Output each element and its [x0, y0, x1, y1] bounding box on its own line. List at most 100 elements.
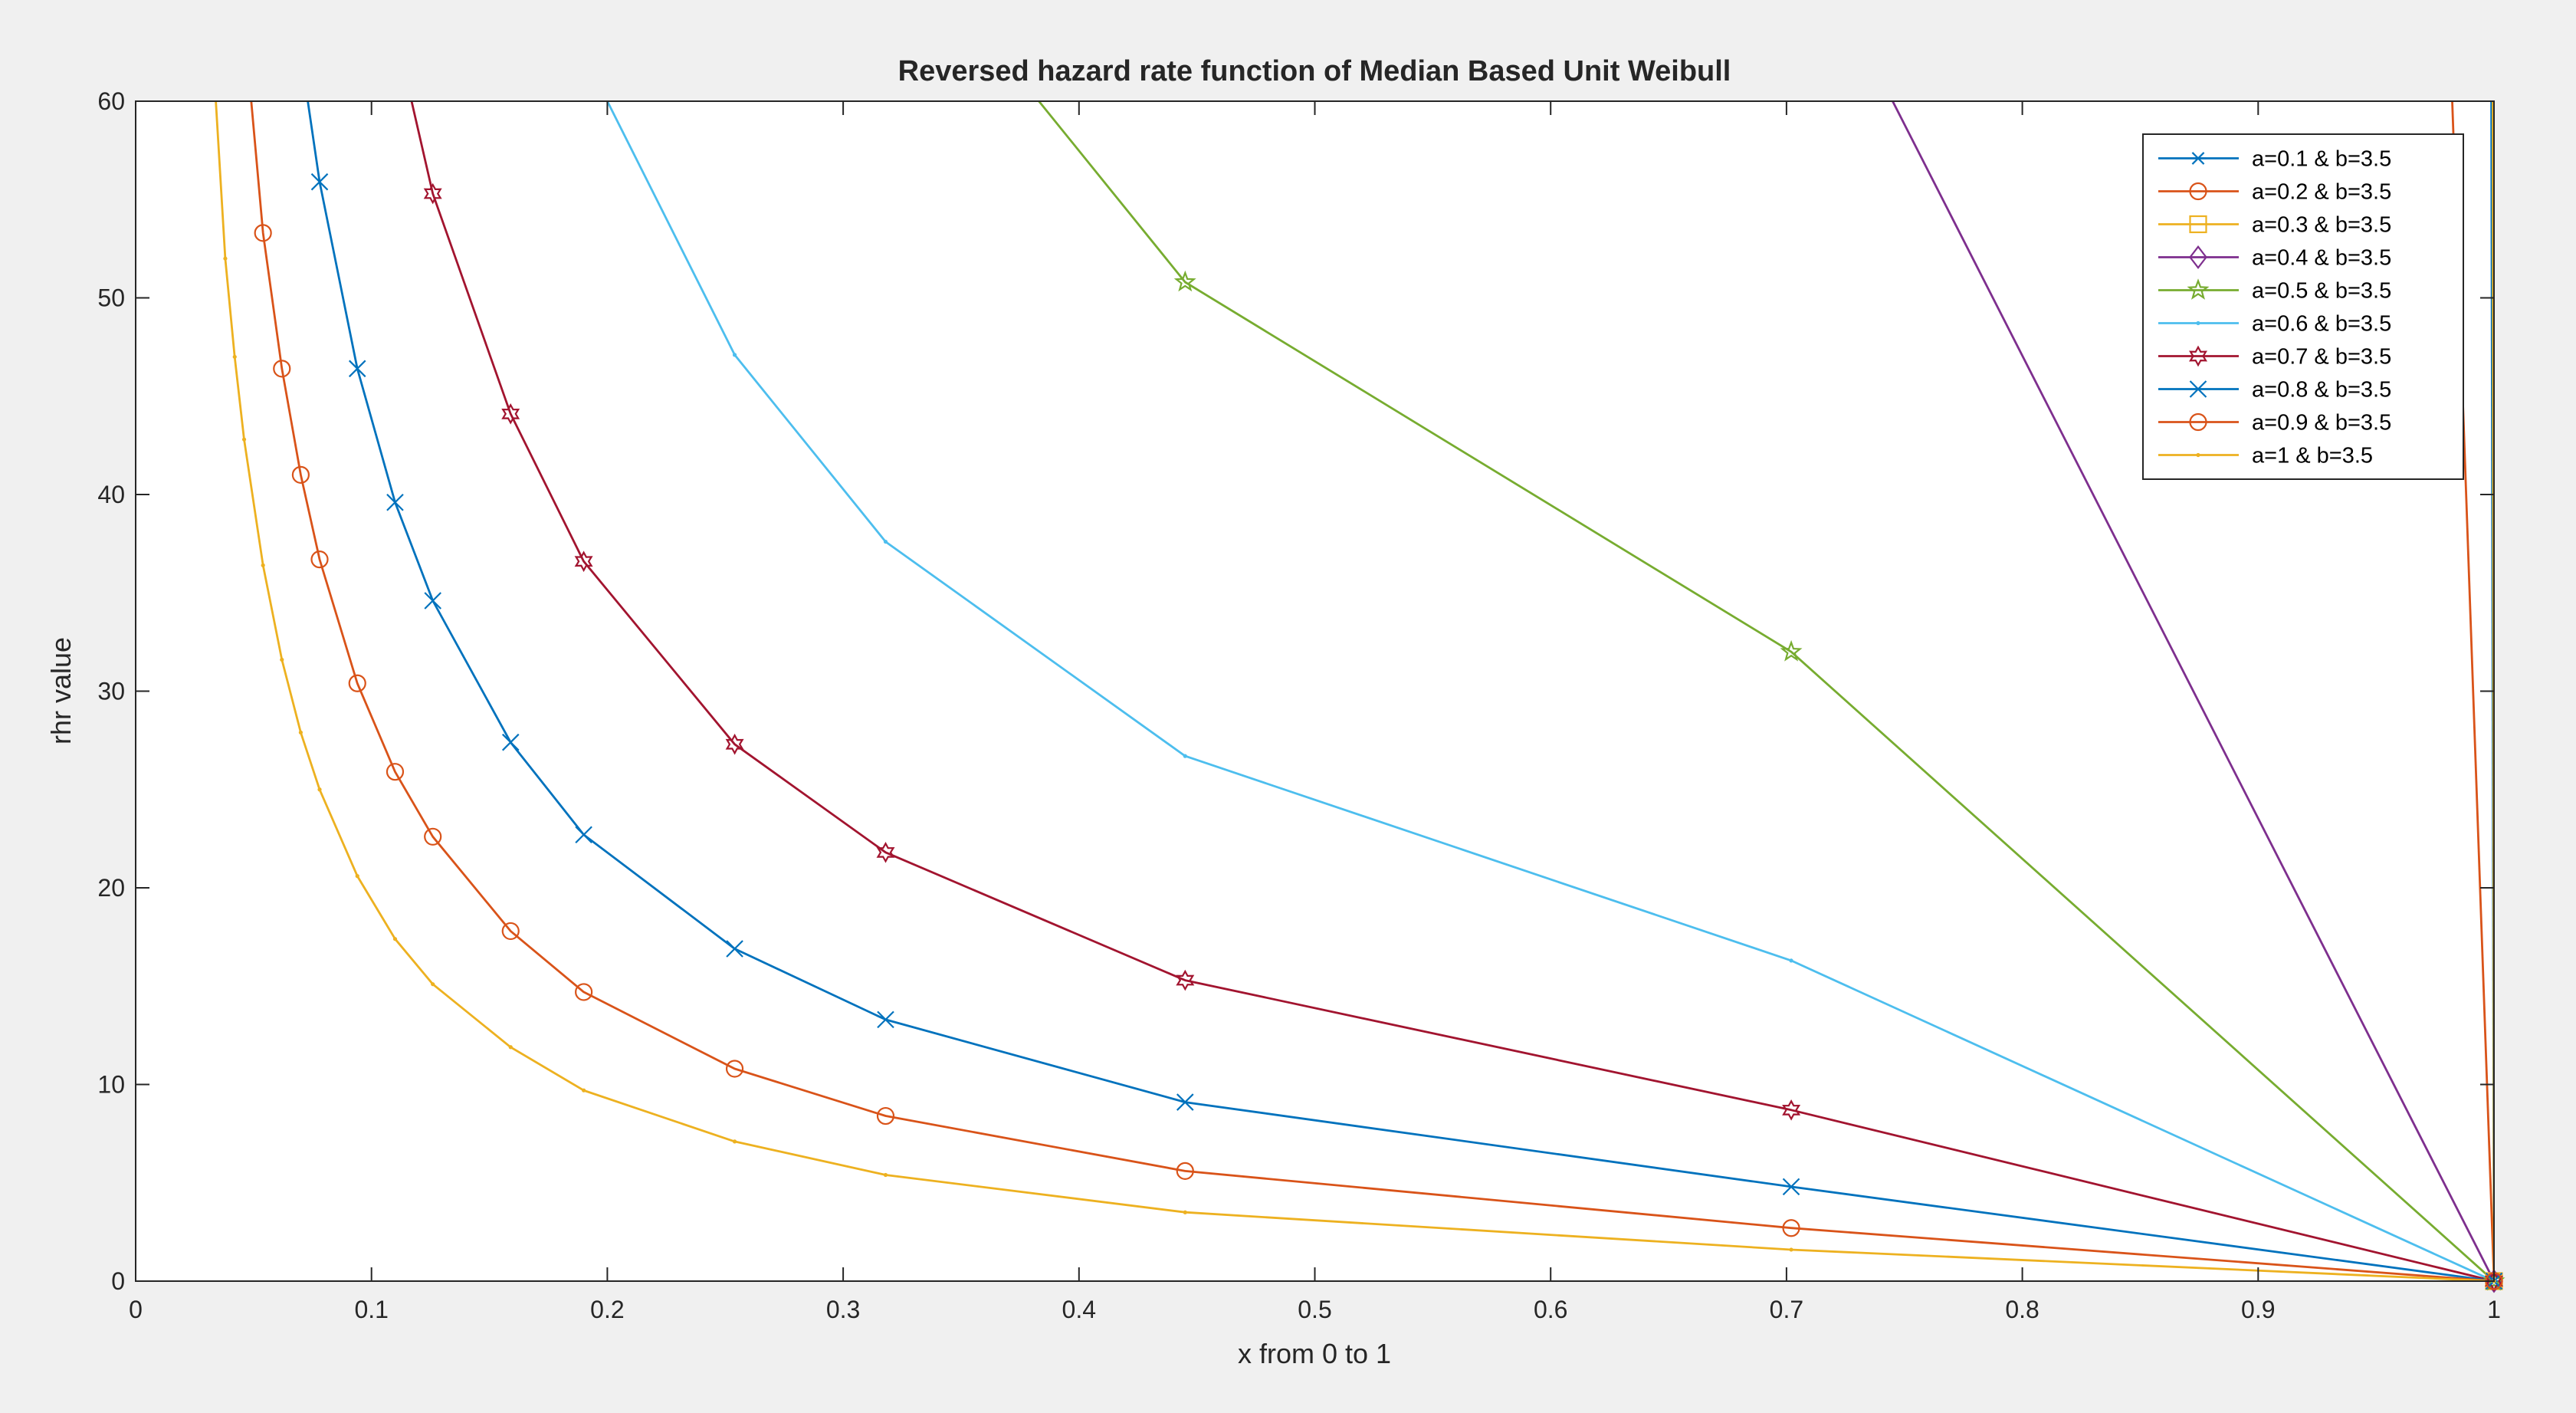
legend-entry-label: a=0.1 & b=3.5 [2252, 147, 2391, 172]
data-point-series-9 [348, 674, 366, 692]
data-point-series-7 [423, 182, 442, 205]
data-point-series-10 [883, 1172, 888, 1178]
series-line-4 [1892, 101, 2494, 1281]
legend-entry-label: a=1 & b=3.5 [2252, 444, 2373, 468]
data-point-series-9 [725, 1060, 744, 1078]
legend-swatch-marker [2189, 412, 2207, 432]
series-line-10 [215, 101, 2494, 1281]
legend: a=0.1 & b=3.5 a=0.2 & b=3.5 a=0.3 & b=3.5 a… [2142, 133, 2464, 480]
legend-entry-label: a=0.5 & b=3.5 [2252, 279, 2391, 304]
series-line-9 [250, 101, 2494, 1281]
data-point-series-5 [1780, 639, 1803, 662]
data-point-series-8 [386, 493, 404, 511]
x-tick-label: 0.7 [1770, 1296, 1803, 1323]
legend-swatch-marker [2189, 215, 2207, 234]
data-point-series-10 [392, 937, 398, 941]
data-point-series-10 [232, 354, 237, 360]
legend-swatch-marker [2187, 278, 2210, 300]
y-tick-label: 30 [97, 678, 125, 705]
legend-swatch-marker [2196, 452, 2200, 458]
y-axis-label: rhr value [45, 637, 77, 744]
axes-box [135, 100, 2495, 1282]
y-tick-label: 20 [97, 874, 125, 902]
series-line-6 [606, 101, 2494, 1281]
legend-entry-label: a=0.8 & b=3.5 [2252, 378, 2391, 403]
x-axis-label: x from 0 to 1 [1238, 1338, 1391, 1369]
data-point-series-8 [877, 1010, 894, 1029]
legend-swatch-marker [2196, 320, 2200, 326]
x-tick-label: 0.5 [1298, 1296, 1331, 1323]
data-point-series-6 [1789, 958, 1793, 963]
legend-entry-label: a=0.2 & b=3.5 [2252, 180, 2391, 205]
legend-swatch-marker [2189, 182, 2207, 201]
ticks-layer: 0 0.1 0.2 0.3 0.4 0.5 0.6 0.7 0.8 0.9 101020304050… [97, 87, 2500, 1323]
legend-entry-label: a=0.9 & b=3.5 [2252, 411, 2391, 435]
data-point-series-8 [1782, 1178, 1800, 1196]
data-point-series-6 [732, 353, 737, 357]
data-point-series-10 [355, 874, 359, 879]
data-point-series-7 [876, 842, 895, 863]
data-point-series-7 [725, 733, 744, 755]
plot-area [136, 101, 2494, 1281]
data-point-series-6 [883, 539, 888, 544]
series-line-8 [307, 101, 2494, 1281]
legend-entry-label: a=0.7 & b=3.5 [2252, 345, 2391, 370]
series-line-5 [1038, 101, 2494, 1281]
data-point-series-10 [223, 256, 228, 261]
data-point-series-10 [732, 1139, 737, 1144]
data-point-series-8 [424, 592, 441, 610]
data-point-series-8 [310, 173, 329, 191]
data-point-series-10 [241, 437, 247, 442]
series-line-7 [410, 101, 2494, 1281]
x-tick-label: 0.1 [354, 1296, 388, 1323]
legend-entry-label: a=0.3 & b=3.5 [2252, 213, 2391, 238]
legend-entry-label: a=0.4 & b=3.5 [2252, 246, 2391, 271]
data-point-series-10 [280, 657, 284, 662]
data-point-series-8 [501, 733, 520, 751]
data-point-series-9 [386, 763, 405, 781]
legend-swatch-marker [2190, 152, 2207, 165]
data-point-series-10 [508, 1045, 513, 1050]
x-tick-label: 0.3 [826, 1296, 860, 1323]
x-tick-label: 0.8 [2005, 1296, 2039, 1323]
data-point-series-9 [310, 550, 329, 569]
y-tick-label: 0 [111, 1267, 125, 1295]
data-point-series-10 [261, 563, 265, 567]
data-point-series-10 [431, 982, 435, 987]
data-point-series-7 [1176, 969, 1195, 991]
data-point-series-9 [291, 465, 310, 484]
data-point-series-9 [424, 827, 442, 846]
data-point-series-7 [1782, 1099, 1801, 1121]
legend-entry-label: a=0.6 & b=3.5 [2252, 312, 2391, 337]
data-point-series-8 [1176, 1093, 1194, 1111]
data-point-series-9 [254, 224, 272, 242]
data-point-series-10 [1789, 1247, 1793, 1252]
data-point-series-8 [726, 940, 743, 958]
data-point-series-8 [348, 360, 366, 378]
legend-swatch-marker [2189, 345, 2207, 367]
data-point-series-9 [1782, 1219, 1800, 1237]
data-point-series-10 [298, 730, 303, 734]
y-tick-label: 40 [97, 481, 125, 508]
x-tick-label: 0 [129, 1296, 143, 1323]
data-point-series-5 [1173, 270, 1196, 292]
data-point-series-10 [317, 787, 322, 792]
x-tick-label: 0.6 [1534, 1296, 1567, 1323]
data-point-series-9 [575, 983, 593, 1001]
data-point-series-9 [876, 1106, 895, 1125]
data-point-series-6 [1183, 754, 1187, 758]
y-tick-label: 50 [97, 284, 125, 312]
y-tick-label: 60 [97, 87, 125, 115]
data-point-series-7 [501, 403, 520, 425]
data-point-series-10 [582, 1088, 586, 1093]
data-point-series-9 [1176, 1162, 1194, 1180]
chart-title: Reversed hazard rate function of Median … [898, 55, 1731, 87]
x-tick-label: 0.9 [2241, 1296, 2275, 1323]
data-point-series-10 [1183, 1210, 1187, 1214]
y-tick-label: 10 [97, 1071, 125, 1099]
x-tick-label: 0.2 [590, 1296, 624, 1323]
x-tick-label: 1 [2487, 1296, 2501, 1323]
x-tick-label: 0.4 [1062, 1296, 1096, 1323]
data-point-series-8 [575, 826, 592, 844]
